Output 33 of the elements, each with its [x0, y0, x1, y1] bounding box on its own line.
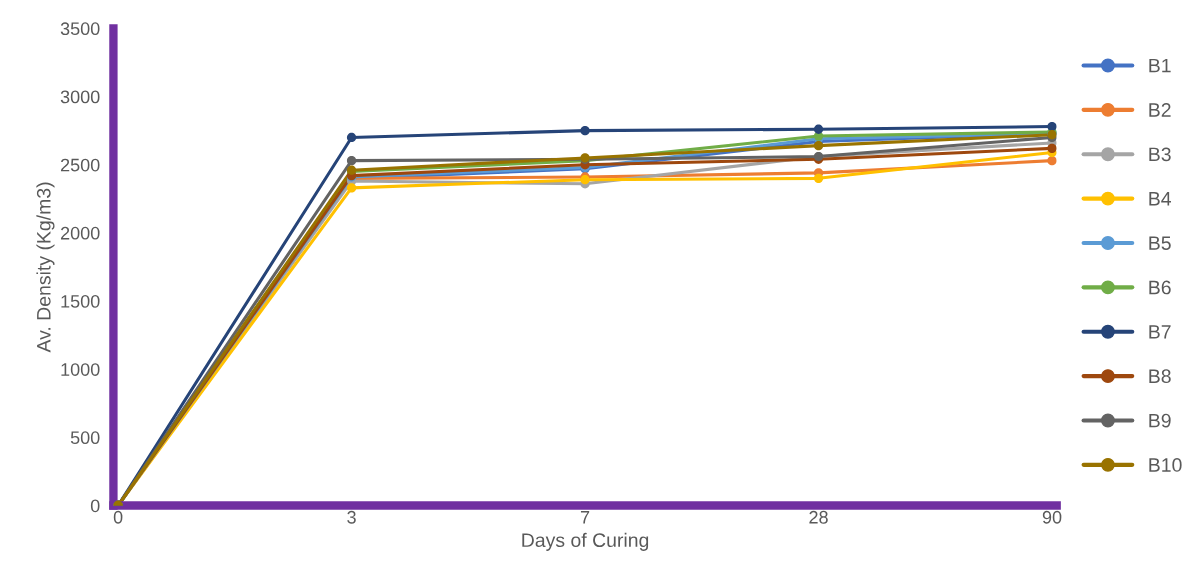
- y-tick-label: 2500: [60, 158, 100, 172]
- legend-label: B6: [1149, 280, 1171, 295]
- y-tick-label: 1000: [61, 363, 100, 376]
- y-tick-label: 500: [70, 431, 100, 445]
- point: [813, 173, 824, 184]
- x-tick-label: 0: [113, 510, 123, 524]
- x-axis-title: Days of Curing: [522, 532, 649, 551]
- y-tick-label: 1500: [61, 294, 100, 308]
- y-axis-title: Av. Density (Kg/m3): [36, 182, 55, 353]
- point: [346, 132, 357, 143]
- legend-label: B1: [1149, 58, 1171, 73]
- legend-label: B4: [1149, 192, 1171, 206]
- legend-label: B10: [1149, 458, 1182, 472]
- legend-label: B3: [1149, 147, 1171, 162]
- point: [1047, 143, 1057, 154]
- legend-label: B9: [1149, 413, 1171, 428]
- point: [580, 125, 590, 136]
- y-tick-label: 0: [90, 499, 100, 513]
- legend-label: B8: [1149, 369, 1171, 384]
- legend-label: B7: [1149, 325, 1171, 339]
- x-tick-label: 3: [347, 510, 356, 524]
- y-tick-label: 2000: [60, 226, 100, 240]
- x-tick-label: 28: [809, 510, 828, 524]
- point: [346, 155, 357, 166]
- x-tick-label: 7: [580, 511, 590, 524]
- legend-label: B2: [1149, 103, 1171, 117]
- x-tick-label: 90: [1042, 510, 1062, 524]
- y-tick-label: 3000: [60, 90, 100, 104]
- point: [813, 140, 824, 151]
- point: [346, 183, 357, 193]
- legend-label: B5: [1149, 236, 1171, 250]
- point: [813, 124, 824, 134]
- y-tick-label: 3500: [60, 22, 100, 36]
